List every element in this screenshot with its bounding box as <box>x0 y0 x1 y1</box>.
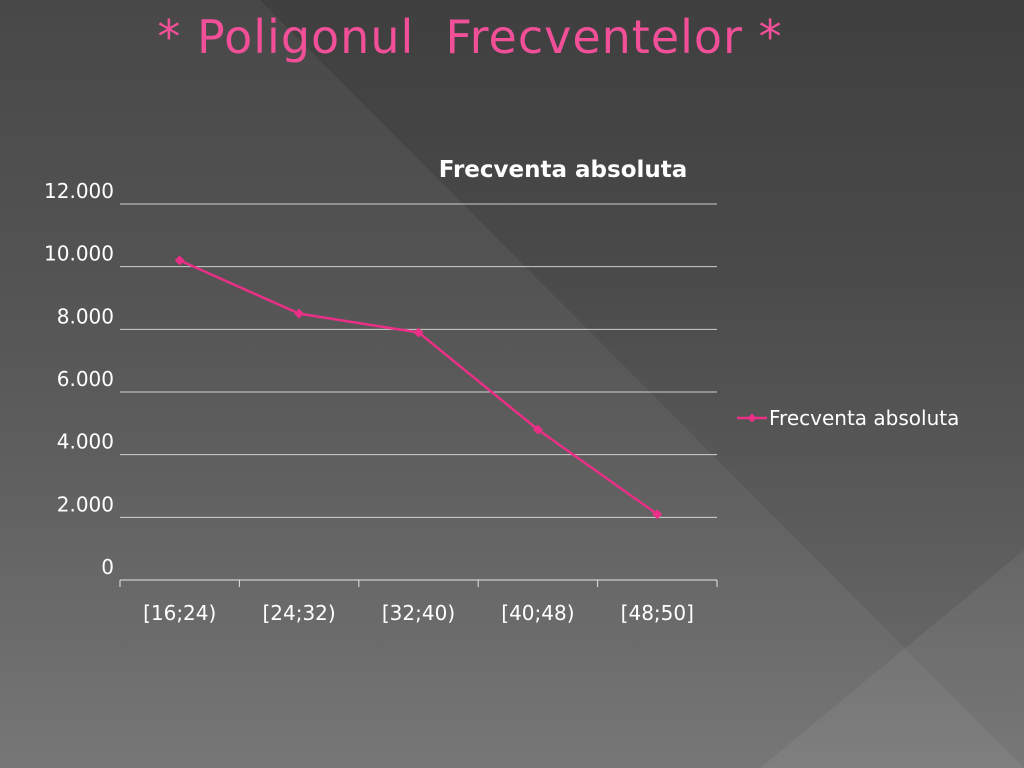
legend: Frecventa absoluta <box>737 406 959 430</box>
legend-label: Frecventa absoluta <box>769 406 959 430</box>
x-tick-label: [16;24) <box>143 601 216 625</box>
series-layer <box>174 255 663 520</box>
x-tick-label: [40;48) <box>501 601 574 625</box>
y-axis-tick-labels: 0 2.000 4.000 6.000 8.000 10.000 12.000 <box>44 179 114 579</box>
x-tick-label: [24;32) <box>262 601 335 625</box>
x-axis: [16;24) [24;32) [32;40) [40;48) [48;50] <box>119 579 718 625</box>
y-tick-label: 0 <box>101 555 114 579</box>
y-tick-label: 4.000 <box>57 430 114 454</box>
y-tick-label: 8.000 <box>57 304 114 328</box>
background-corner-shape <box>760 550 1024 768</box>
x-tick-label: [32;40) <box>382 601 455 625</box>
data-point-marker <box>652 509 663 520</box>
data-point-marker <box>294 308 305 319</box>
legend-marker-icon <box>747 413 757 423</box>
y-tick-label: 10.000 <box>44 242 114 266</box>
y-tick-label: 6.000 <box>57 367 114 391</box>
data-point-marker <box>413 327 424 338</box>
slide-title: * Poligonul Frecventelor * <box>157 10 783 64</box>
data-point-marker <box>174 255 185 266</box>
gridlines <box>120 203 717 518</box>
series-line <box>179 259 659 516</box>
y-tick-label: 12.000 <box>44 179 114 203</box>
x-tick-label: [48;50] <box>621 601 694 625</box>
chart-title: Frecventa absoluta <box>439 157 688 183</box>
y-tick-label: 2.000 <box>57 492 114 516</box>
data-point-marker <box>532 424 543 435</box>
